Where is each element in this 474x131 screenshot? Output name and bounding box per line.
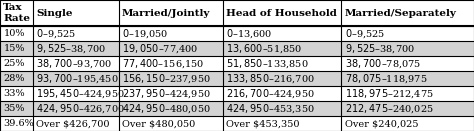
Text: $133,850–$216,700: $133,850–$216,700 <box>226 72 315 85</box>
Text: $51,850–$133,850: $51,850–$133,850 <box>226 57 309 70</box>
Text: $9,525–$38,700: $9,525–$38,700 <box>345 42 415 55</box>
Text: Over $480,050: Over $480,050 <box>122 119 195 128</box>
Text: Over $426,700: Over $426,700 <box>36 119 110 128</box>
Text: $212,475–$240,025: $212,475–$240,025 <box>345 102 433 115</box>
Text: $424,950–$426,700: $424,950–$426,700 <box>36 102 125 115</box>
Text: $216,700–$424,950: $216,700–$424,950 <box>226 87 315 100</box>
Text: $93,700–$195,450: $93,700–$195,450 <box>36 72 119 85</box>
Text: $9,525–$38,700: $9,525–$38,700 <box>36 42 107 55</box>
Text: Married/Jointly: Married/Jointly <box>122 9 210 18</box>
Text: $38,700–$93,700: $38,700–$93,700 <box>36 57 113 70</box>
Text: 39.6%: 39.6% <box>3 119 34 128</box>
Text: Over $453,350: Over $453,350 <box>226 119 300 128</box>
Bar <box>0 101 474 116</box>
Text: 25%: 25% <box>3 59 25 68</box>
Text: 28%: 28% <box>3 74 25 83</box>
Text: $195,450–$424,950: $195,450–$424,950 <box>36 87 125 100</box>
Text: $13,600–$51,850: $13,600–$51,850 <box>226 42 302 55</box>
Bar <box>0 41 474 56</box>
Text: 10%: 10% <box>3 29 25 38</box>
Text: Tax
Rate: Tax Rate <box>3 3 30 23</box>
Text: Single: Single <box>36 9 73 18</box>
Text: $424,950–$453,350: $424,950–$453,350 <box>226 102 315 115</box>
Text: $78,075–$118,975: $78,075–$118,975 <box>345 72 427 85</box>
Text: $118,975–$212,475: $118,975–$212,475 <box>345 87 433 100</box>
Text: 15%: 15% <box>3 44 25 53</box>
Text: $237,950–$424,950: $237,950–$424,950 <box>122 87 210 100</box>
Text: $0–$9,525: $0–$9,525 <box>36 27 77 40</box>
Text: $77,400–$156,150: $77,400–$156,150 <box>122 57 204 70</box>
Text: Over $240,025: Over $240,025 <box>345 119 418 128</box>
Bar <box>0 71 474 86</box>
Text: $156,150–$237,950: $156,150–$237,950 <box>122 72 210 85</box>
Text: $0–$9,525: $0–$9,525 <box>345 27 385 40</box>
Text: Head of Household: Head of Household <box>226 9 337 18</box>
Text: $38,700–$78,075: $38,700–$78,075 <box>345 57 421 70</box>
Text: $19,050–$77,400: $19,050–$77,400 <box>122 42 198 55</box>
Text: Married/Separately: Married/Separately <box>345 9 456 18</box>
Text: $424,950–$480,050: $424,950–$480,050 <box>122 102 210 115</box>
Text: $0–$19,050: $0–$19,050 <box>122 27 168 40</box>
Text: 35%: 35% <box>3 104 25 113</box>
Text: 33%: 33% <box>3 89 25 98</box>
Text: $0–$13,600: $0–$13,600 <box>226 27 273 40</box>
